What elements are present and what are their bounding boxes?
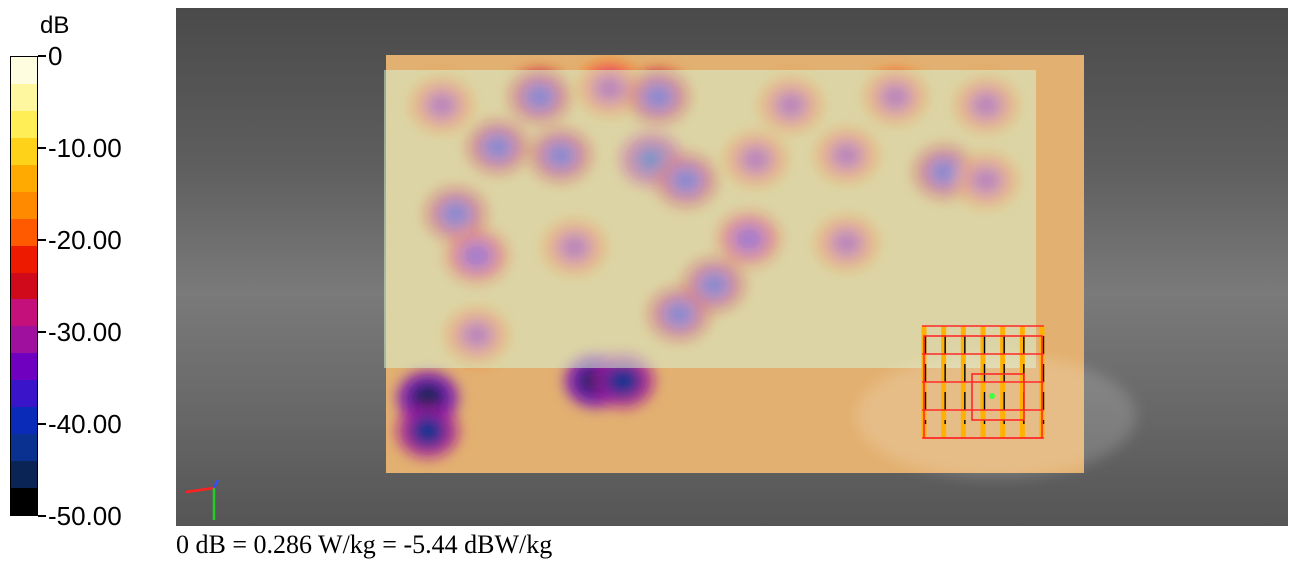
colorbar-segment <box>11 245 37 273</box>
colorbar-segment <box>11 57 37 84</box>
colorbar-tick <box>38 55 46 57</box>
colorbar-segment <box>11 164 37 192</box>
colorbar-segment <box>11 407 37 435</box>
axis-z-icon <box>212 479 220 489</box>
zoom-scan-inner-frame <box>971 373 1025 421</box>
sar-hotspot <box>410 382 445 413</box>
zoom-scan-frame <box>923 335 1043 439</box>
phantom-overlay <box>384 70 1036 368</box>
sar-hotspot <box>606 366 641 397</box>
colorbar-segment <box>11 488 37 515</box>
colorbar-segment <box>11 110 37 138</box>
axis-x-icon <box>185 486 215 494</box>
colorbar-tick-label: -30.00 <box>48 317 122 347</box>
colorbar-tick <box>38 423 46 425</box>
probe-glow <box>856 354 1136 478</box>
sar-hotspot <box>410 416 445 447</box>
colorbar-tick-label: -20.00 <box>48 225 122 255</box>
axis-triad-icon <box>185 479 220 520</box>
colorbar-segment <box>11 299 37 327</box>
colorbar-segment <box>11 83 37 111</box>
colorbar-tick <box>38 239 46 241</box>
reference-level-note: 0 dB = 0.286 W/kg = -5.44 dBW/kg <box>176 530 553 559</box>
zoom-scan-peak-marker <box>989 393 995 399</box>
colorbar-tick <box>38 147 46 149</box>
colorbar <box>10 56 38 516</box>
colorbar-tick-label: -50.00 <box>48 501 122 531</box>
colorbar-tick-label: -40.00 <box>48 409 122 439</box>
colorbar-unit-label: dB <box>40 12 70 39</box>
colorbar-segment <box>11 137 37 165</box>
colorbar-tick <box>38 515 46 517</box>
colorbar-segment <box>11 272 37 300</box>
colorbar-tick-label: 0 <box>48 41 63 71</box>
colorbar-tick <box>38 331 46 333</box>
colorbar-segment <box>11 461 37 488</box>
colorbar-segment <box>11 434 37 462</box>
colorbar-segment <box>11 191 37 219</box>
colorbar-segment <box>11 380 37 408</box>
sar-plot-viewport <box>176 8 1288 526</box>
colorbar-segment <box>11 326 37 354</box>
zoom-scan-grid <box>921 325 1045 439</box>
colorbar-segment <box>11 353 37 381</box>
colorbar-tick-label: -10.00 <box>48 133 122 163</box>
colorbar-segment <box>11 218 37 246</box>
